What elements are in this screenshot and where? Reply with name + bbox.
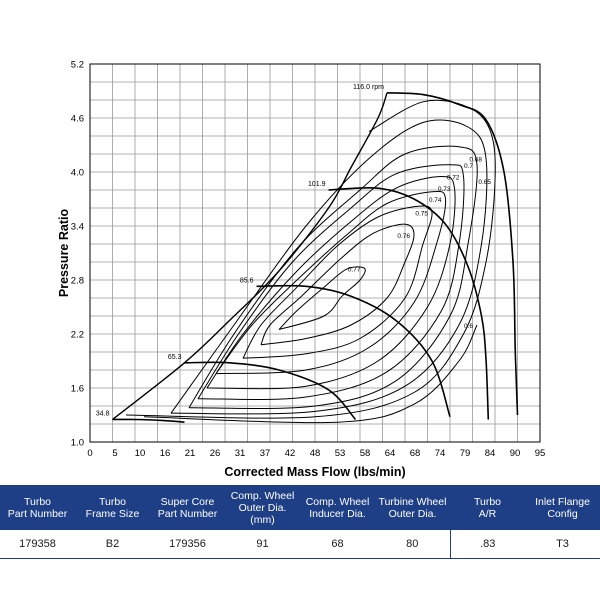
cell-turbine-wheel-outer-dia: 80 [375, 530, 451, 559]
header-super-core-part-number: Super Core Part Number [150, 485, 225, 530]
efficiency-island-0.72 [197, 164, 465, 401]
efficiency-island-0.77 [278, 266, 366, 330]
y-tick-label: 1.6 [71, 384, 84, 395]
x-tick-label: 64 [385, 448, 396, 459]
grid [90, 64, 540, 442]
x-tick-label: 10 [135, 448, 146, 459]
speed-label: 116.0 rpm [353, 84, 384, 91]
x-tick-label: 90 [510, 448, 521, 459]
x-tick-label: 84 [485, 448, 496, 459]
efficiency-label: 0.75 [415, 211, 428, 218]
axis-ticks: 0 5 10 16 21 26 31 37 42 48 53 58 64 68 74 79 84 90 95 1.0 1… [71, 60, 546, 460]
x-tick-label: 95 [535, 448, 546, 459]
header-turbo-part-number: Turbo Part Number [0, 485, 75, 530]
efficiency-island-0.73 [206, 175, 456, 390]
cell-frame-size: B2 [75, 530, 150, 559]
speed-line-85.6 [256, 284, 451, 418]
x-tick-label: 26 [210, 448, 221, 459]
x-tick-label: 5 [112, 448, 117, 459]
efficiency-label: 0.72 [447, 175, 460, 182]
efficiency-label: 0.76 [397, 233, 410, 240]
efficiency-island-0.65 [125, 99, 496, 419]
cell-comp-wheel-outer-dia: 91 [225, 530, 300, 559]
x-tick-label: 31 [235, 448, 246, 459]
efficiency-label: 0.77 [348, 266, 361, 273]
cell-turbo-ar: .83 [450, 530, 525, 559]
efficiency-island-0.75 [242, 205, 433, 359]
spec-data-row: 179358 B2 179356 91 68 80 .83 T3 [0, 530, 600, 559]
header-comp-wheel-inducer-dia: Comp. Wheel Inducer Dia. [300, 485, 375, 530]
y-tick-label: 2.8 [71, 276, 84, 287]
x-tick-label: 37 [260, 448, 271, 459]
speed-line-65.3 [184, 361, 357, 421]
cell-turbo-part-number: 179358 [0, 530, 75, 559]
efficiency-label: 0.7 [464, 163, 473, 170]
header-comp-wheel-outer-dia: Comp. Wheel Outer Dia. (mm) [225, 485, 300, 530]
turbo-spec-table: Turbo Part Number Turbo Frame Size Super C… [0, 485, 600, 559]
y-tick-label: 4.6 [71, 114, 84, 125]
y-tick-label: 2.2 [71, 330, 84, 341]
plot-frame [89, 63, 541, 443]
speed-label: 85.6 [240, 277, 254, 284]
x-tick-label: 0 [87, 448, 92, 459]
x-tick-label: 74 [435, 448, 446, 459]
chart-labels: 0.77 0.76 0.750.74 0.73 0.72 0.70.68 0.65 0.6 34… [96, 84, 492, 418]
x-tick-label: 53 [335, 448, 346, 459]
y-tick-label: 4.0 [71, 168, 84, 179]
efficiency-island-0.68 [170, 119, 488, 415]
x-tick-label: 42 [285, 448, 296, 459]
x-tick-label: 79 [460, 448, 471, 459]
efficiency-island-0.76 [260, 223, 415, 346]
x-tick-label: 58 [360, 448, 371, 459]
efficiency-island-0.7 [188, 145, 478, 409]
cell-inlet-flange-config: T3 [525, 530, 600, 559]
header-turbine-wheel-outer-dia: Turbine Wheel Outer Dia. [375, 485, 450, 530]
y-tick-label: 3.4 [71, 222, 84, 233]
efficiency-island-0.6 [143, 324, 478, 424]
efficiency-islands [125, 99, 496, 424]
cell-super-core-part-number: 179356 [150, 530, 225, 559]
speed-lines [112, 92, 519, 423]
x-axis-label: Corrected Mass Flow (lbs/min) [224, 465, 405, 479]
efficiency-label: 0.65 [478, 179, 491, 186]
efficiency-label: 0.68 [469, 157, 482, 164]
compressor-map-chart: 0 5 10 16 21 26 31 37 42 48 53 58 64 68 74 79 84 90 95 1.0 1… [57, 60, 546, 480]
efficiency-label: 0.74 [429, 197, 442, 204]
speed-label: 34.8 [96, 411, 110, 418]
x-tick-label: 16 [160, 448, 171, 459]
cell-comp-wheel-inducer-dia: 68 [300, 530, 375, 559]
speed-line-101.9 [328, 187, 490, 420]
y-tick-label: 1.0 [71, 438, 84, 449]
speed-label: 65.3 [168, 354, 182, 361]
y-tick-label: 5.2 [71, 60, 84, 71]
speed-line-116.0 [386, 92, 519, 416]
efficiency-island-0.74 [215, 190, 447, 375]
surge-line [112, 92, 388, 421]
x-tick-label: 48 [310, 448, 321, 459]
efficiency-label: 0.6 [464, 323, 473, 330]
header-inlet-flange-config: Inlet Flange Config [525, 485, 600, 530]
y-axis-label: Pressure Ratio [57, 209, 71, 298]
x-tick-label: 21 [185, 448, 196, 459]
x-tick-label: 68 [410, 448, 421, 459]
spec-header-row: Turbo Part Number Turbo Frame Size Super C… [0, 485, 600, 530]
speed-line-34.8 [112, 418, 185, 423]
efficiency-label: 0.73 [438, 186, 451, 193]
speed-label: 101.9 [308, 181, 326, 188]
header-turbo-ar: Turbo A/R [450, 485, 525, 530]
header-frame-size: Turbo Frame Size [75, 485, 150, 530]
